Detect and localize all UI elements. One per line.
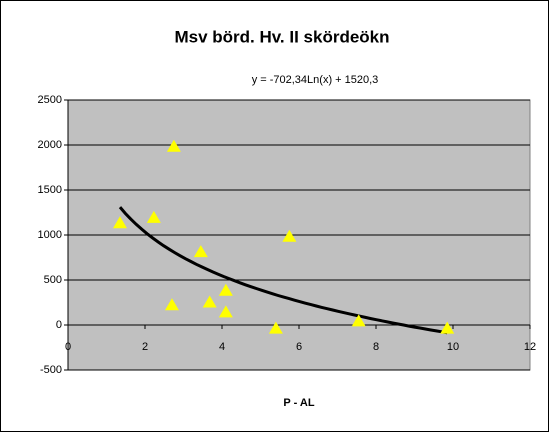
y-tick-label: 2000 (38, 139, 62, 151)
chart-title: Msv börd. Hv. II skördeökn (174, 27, 389, 46)
x-tick-label: 6 (296, 341, 302, 353)
point (351, 314, 366, 327)
point (146, 210, 161, 223)
y-tick-label: 2500 (38, 94, 62, 106)
x-tick-label: 0 (65, 341, 71, 353)
point (282, 229, 297, 242)
trendline-equation: y = -702,34Ln(x) + 1520,3 (252, 74, 379, 86)
point (440, 321, 455, 334)
y-tick-label: 1500 (38, 184, 62, 196)
point (202, 295, 217, 308)
point (164, 298, 179, 311)
x-tick-label: 4 (219, 341, 225, 353)
y-tick-label: 1000 (38, 229, 62, 241)
x-tick-label: 10 (447, 341, 459, 353)
point (193, 245, 208, 258)
y-tick-label: 500 (44, 274, 62, 286)
y-tick-label: 0 (56, 319, 62, 331)
y-tick-label: -500 (40, 364, 62, 376)
x-tick-label: 2 (142, 341, 148, 353)
point (112, 216, 127, 229)
x-axis-label: P - AL (283, 397, 314, 409)
trendline (118, 206, 448, 335)
point (218, 283, 233, 296)
point (166, 139, 181, 152)
x-tick-label: 8 (373, 341, 379, 353)
point (268, 321, 283, 334)
x-tick-label: 12 (524, 341, 536, 353)
point (218, 305, 233, 318)
